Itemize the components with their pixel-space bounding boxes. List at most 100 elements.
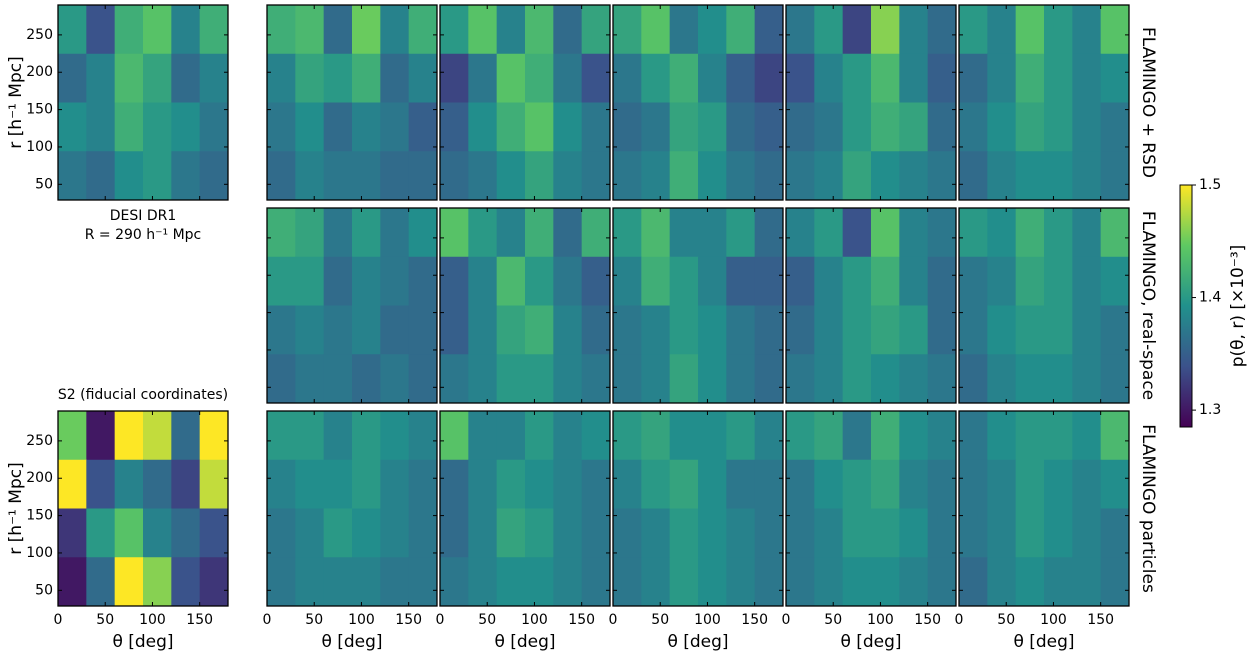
heatmap-cell [1015,53,1045,103]
heatmap-cell [267,305,296,355]
heatmap-cell [267,508,296,558]
heatmap-cell [927,5,957,55]
heatmap-cell [58,102,87,152]
heatmap-cell [1100,354,1130,404]
heatmap-cell [143,53,172,103]
y-axis-label: r [h⁻¹ Mpc] [6,56,26,148]
heatmap-cell [86,5,116,55]
heatmap-cell [786,557,815,607]
heatmap-cell [58,411,87,461]
heatmap-cell [927,557,957,607]
heatmap-cell [1044,151,1073,201]
heatmap-cell [754,53,784,103]
x-axis-label: θ [deg] [667,632,728,652]
heatmap-cell [959,208,988,258]
heatmap-cell [1072,354,1102,404]
heatmap-cell [581,354,611,404]
heatmap-cell [641,557,671,607]
heatmap-cell [581,256,611,306]
y-tick-label: 250 [26,27,53,43]
y-tick-label: 150 [26,508,53,524]
heatmap-cell [468,508,498,558]
heatmap-cell [199,459,229,509]
heatmap-cell [323,53,353,103]
heatmap-cell [754,256,784,306]
heatmap-cell [842,305,872,355]
x-axis-label: θ [deg] [494,632,555,652]
heatmap-cell [698,411,727,461]
heatmap-cell [323,102,353,152]
heatmap-cell [669,557,699,607]
heatmap-cell [440,508,469,558]
heatmap-cell [408,305,438,355]
heatmap-cell [987,53,1017,103]
heatmap-cell [814,305,844,355]
heatmap-cell [754,102,784,152]
heatmap-cell [496,5,526,55]
heatmap-cell [613,305,642,355]
heatmap-cell [698,208,727,258]
heatmap-cell [987,102,1017,152]
heatmap-cell [1015,102,1045,152]
heatmap-cell [380,102,410,152]
heatmap-cell [380,508,410,558]
heatmap-cell [786,208,815,258]
heatmap-cell [754,305,784,355]
heatmap-cell [1072,5,1102,55]
heatmap-cell [408,508,438,558]
heatmap-cell [114,102,144,152]
heatmap-cell [352,411,381,461]
y-tick-label: 200 [26,64,53,80]
heatmap-cell [698,305,727,355]
heatmap-cell [1044,557,1073,607]
x-axis-label: θ [deg] [840,632,901,652]
x-axis-label: θ [deg] [321,632,382,652]
heatmap-cell [380,53,410,103]
heatmap-cell [1015,256,1045,306]
heatmap-cell [927,102,957,152]
x-tick-label: 150 [914,612,941,628]
heatmap-cell [408,5,438,55]
heatmap-cell [959,557,988,607]
heatmap-cell [525,305,554,355]
colorbar-tick-label: 1.5 [1199,177,1221,193]
heatmap-cell [468,354,498,404]
heatmap-cell [525,508,554,558]
heatmap-cell [1044,305,1073,355]
x-tick-label: 0 [436,612,445,628]
panel-frame [785,207,957,404]
heatmap-cell [726,305,756,355]
heatmap-cell [468,208,498,258]
x-tick-label: 50 [824,612,842,628]
heatmap-cell [726,5,756,55]
panel-frame [266,207,438,404]
heatmap-cell [669,208,699,258]
heatmap-cell [987,151,1017,201]
heatmap-cell [842,256,872,306]
heatmap-cell [380,557,410,607]
heatmap-cell [1015,5,1045,55]
heatmap-cell [814,557,844,607]
heatmap-cell [408,557,438,607]
heatmap-cell [641,411,671,461]
panel-annotation: DESI DR1 [110,208,177,224]
x-tick-label: 0 [782,612,791,628]
heatmap-cell [323,151,353,201]
heatmap-cell [726,508,756,558]
heatmap-cell [295,102,325,152]
heatmap-cell [295,305,325,355]
heatmap-cell [613,53,642,103]
heatmap-cell [408,256,438,306]
heatmap-cell [295,557,325,607]
heatmap-cell [352,256,381,306]
heatmap-cell [1044,354,1073,404]
heatmap-cell [295,53,325,103]
x-tick-label: 50 [997,612,1015,628]
heatmap-cell [267,53,296,103]
x-tick-label: 100 [521,612,548,628]
heatmap-cell [899,508,929,558]
x-tick-label: 100 [867,612,894,628]
heatmap-cell [143,557,172,607]
heatmap-cell [871,459,900,509]
